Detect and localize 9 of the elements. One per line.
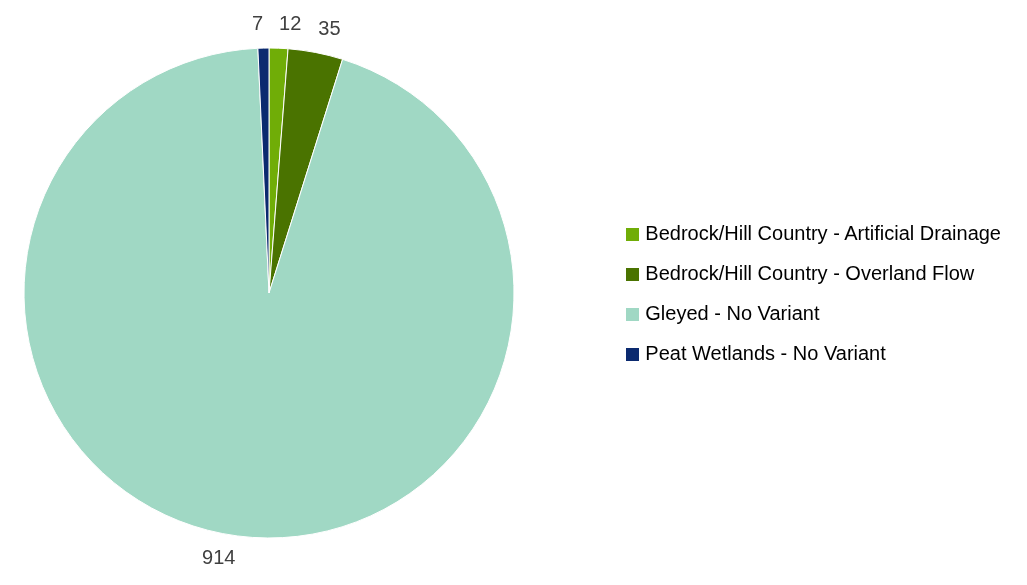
legend-label: Peat Wetlands - No Variant [645,341,886,364]
pie-slice [23,47,515,539]
legend-label: Bedrock/Hill Country - Artificial Drainage [645,221,1001,244]
data-label: 7 [251,12,264,35]
legend-label: Gleyed - No Variant [645,301,820,324]
legend-label: Bedrock/Hill Country - Overland Flow [645,261,975,284]
data-label: 35 [318,16,341,39]
data-label: 12 [279,12,302,35]
data-label: 914 [202,545,236,568]
